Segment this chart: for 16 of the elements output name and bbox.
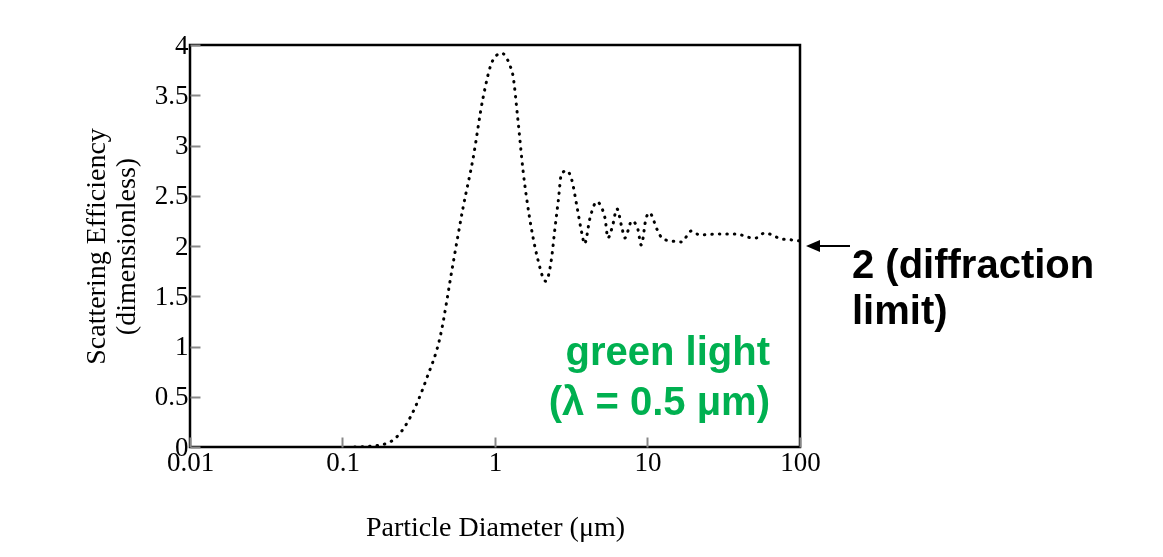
annotation: 2 (diffraction limit) [852, 242, 1095, 332]
y-tick-label: 3.5 [154, 79, 189, 110]
y-tick-label: 3 [175, 130, 189, 160]
x-tick-label: 10 [634, 446, 662, 477]
x-tick-label: 100 [780, 446, 821, 477]
annotation: green light (λ = 0.5 μm) [548, 329, 770, 423]
y-tick-label: 2.5 [154, 180, 189, 211]
y-tick-label: 1.5 [154, 280, 189, 311]
y-tick-label: 1 [175, 331, 189, 361]
y-tick-label: 2 [175, 230, 189, 261]
y-axis-title: Scattering Efficiency (dimensionless) [79, 128, 141, 365]
x-tick-label: 0.1 [326, 446, 360, 477]
x-tick-label: 1 [488, 446, 503, 477]
y-tick-label: 0.5 [154, 381, 189, 412]
x-axis-title: Particle Diameter (μm) [365, 510, 626, 542]
y-tick-label: 4 [175, 29, 189, 60]
